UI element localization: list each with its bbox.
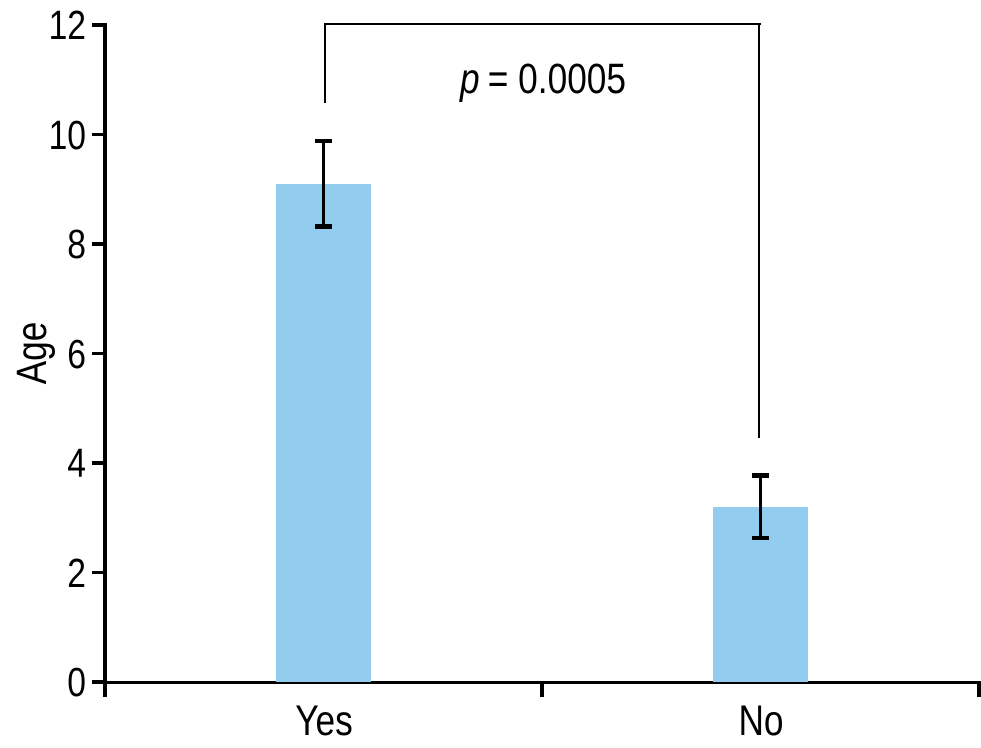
- y-axis-tick: [92, 23, 105, 27]
- error-bar-cap-bottom: [752, 535, 769, 541]
- y-axis-line: [103, 23, 107, 697]
- error-bar-cap-top: [315, 138, 332, 144]
- x-category-label: No: [737, 697, 784, 745]
- p-value-annotation: p = 0.0005: [412, 57, 674, 101]
- y-tick-label: 8: [67, 221, 86, 267]
- y-tick-label: 4: [67, 440, 86, 486]
- y-axis-tick: [92, 132, 105, 137]
- y-tick-label: 2: [67, 549, 86, 596]
- x-category-label: Yes: [294, 697, 353, 745]
- p-symbol: p: [459, 55, 480, 103]
- y-axis-tick: [92, 242, 105, 246]
- y-tick-label: 10: [48, 111, 86, 158]
- y-axis-tick: [92, 570, 105, 575]
- y-axis-tick: [92, 461, 105, 465]
- x-axis-tick: [540, 682, 544, 697]
- y-axis-tick: [92, 351, 105, 356]
- significance-bracket-right: [758, 23, 761, 438]
- p-value-text: = 0.0005: [487, 55, 627, 103]
- significance-bracket-left: [323, 23, 326, 104]
- y-tick-label: 0: [67, 659, 86, 705]
- y-tick-label: 12: [48, 2, 86, 48]
- y-axis-tick: [92, 680, 105, 684]
- x-axis-tick: [977, 682, 981, 697]
- error-bar-cap-top: [752, 473, 769, 478]
- x-axis-tick: [103, 682, 107, 697]
- error-bar-cap-bottom: [315, 224, 332, 229]
- significance-bracket-top: [323, 23, 761, 26]
- error-bar-line: [321, 141, 326, 227]
- bar: [276, 183, 371, 682]
- y-tick-label: 6: [67, 330, 86, 377]
- error-bar-line: [758, 475, 763, 538]
